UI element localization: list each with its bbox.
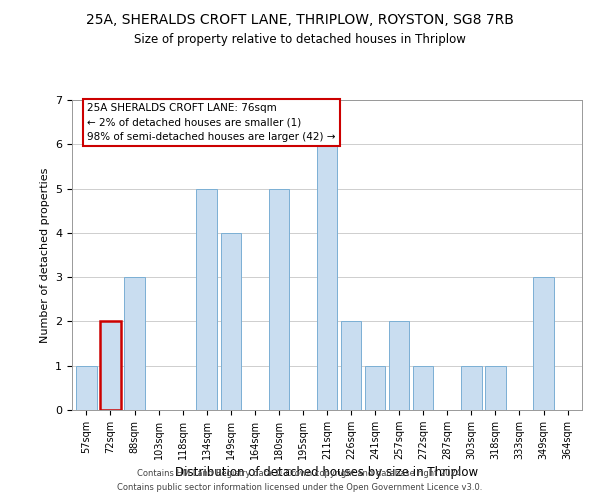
- Bar: [124, 277, 145, 410]
- Text: Size of property relative to detached houses in Thriplow: Size of property relative to detached ho…: [134, 32, 466, 46]
- Bar: [341, 322, 361, 410]
- Text: 25A SHERALDS CROFT LANE: 76sqm
← 2% of detached houses are smaller (1)
98% of se: 25A SHERALDS CROFT LANE: 76sqm ← 2% of d…: [87, 103, 335, 142]
- Bar: [485, 366, 506, 410]
- Bar: [76, 366, 97, 410]
- Bar: [413, 366, 433, 410]
- Bar: [317, 144, 337, 410]
- Bar: [461, 366, 482, 410]
- Bar: [389, 322, 409, 410]
- Bar: [533, 277, 554, 410]
- Bar: [221, 233, 241, 410]
- Bar: [365, 366, 385, 410]
- Text: 25A, SHERALDS CROFT LANE, THRIPLOW, ROYSTON, SG8 7RB: 25A, SHERALDS CROFT LANE, THRIPLOW, ROYS…: [86, 12, 514, 26]
- Text: Contains HM Land Registry data © Crown copyright and database right 2024.: Contains HM Land Registry data © Crown c…: [137, 468, 463, 477]
- X-axis label: Distribution of detached houses by size in Thriplow: Distribution of detached houses by size …: [175, 466, 479, 479]
- Text: Contains public sector information licensed under the Open Government Licence v3: Contains public sector information licen…: [118, 484, 482, 492]
- Bar: [100, 322, 121, 410]
- Y-axis label: Number of detached properties: Number of detached properties: [40, 168, 50, 342]
- Bar: [196, 188, 217, 410]
- Bar: [269, 188, 289, 410]
